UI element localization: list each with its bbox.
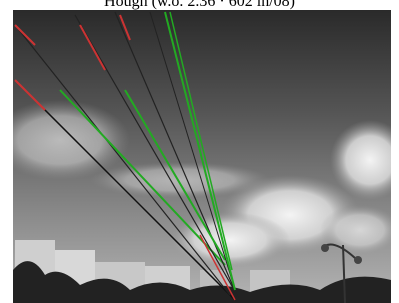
scene [0,10,399,303]
photo [0,0,399,303]
page: {"caption": "Hough (w.o. 2.36 · 602 in/0… [0,0,399,303]
